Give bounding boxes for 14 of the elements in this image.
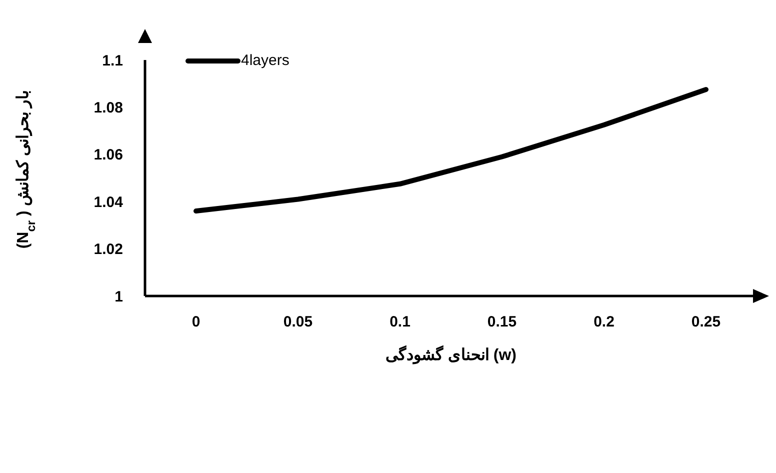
- legend-label: 4layers: [241, 52, 290, 69]
- x-tick-label: 0.05: [283, 314, 313, 331]
- x-tick-label: 0.2: [594, 314, 614, 331]
- x-tick-label: 0.15: [487, 314, 517, 331]
- y-tick-label: 1.04: [94, 194, 124, 211]
- x-tick-label: 0.25: [691, 314, 721, 331]
- y-tick-label: 1.06: [94, 146, 123, 164]
- x-tick-label: 0.1: [390, 314, 410, 331]
- y-tick-label: 1.1: [102, 52, 123, 70]
- y-tick-label: 1: [114, 288, 123, 306]
- x-tick-label: 0: [192, 314, 200, 331]
- y-tick-label: 1.02: [94, 241, 123, 258]
- y-tick-label: 1.08: [94, 100, 123, 117]
- x-axis-title: انحنای گشودگی (w): [386, 345, 516, 365]
